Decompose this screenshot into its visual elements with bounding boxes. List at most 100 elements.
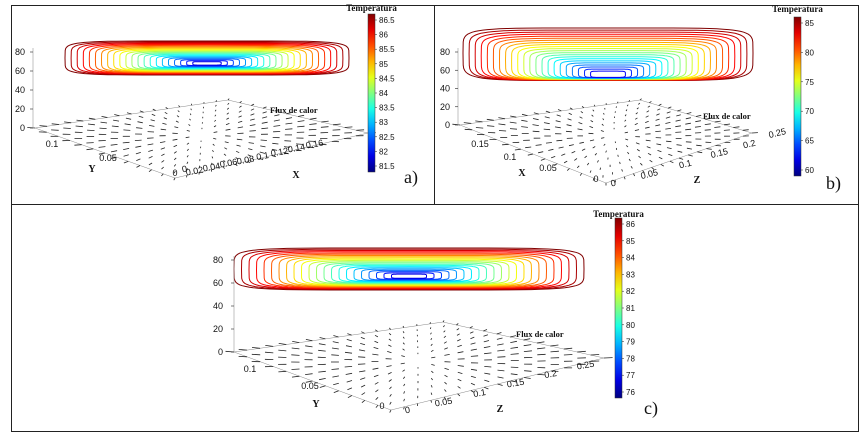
flux-arrow [285, 122, 293, 125]
colorbar-tick-label: 78 [626, 354, 635, 363]
flux-arrow [556, 139, 563, 142]
flux-arrow [173, 151, 177, 154]
flux-arrow [259, 151, 265, 154]
flux-arrow [400, 362, 405, 365]
flux-arrow [566, 168, 570, 171]
contour-line [541, 54, 675, 80]
flux-arrow [510, 340, 517, 343]
flux-arrow [125, 117, 132, 120]
flux-arrow [544, 116, 550, 119]
flux-arrow [185, 136, 190, 139]
flux-arrow [305, 373, 313, 375]
flux-arrow [617, 101, 619, 104]
flux-arrow [430, 392, 433, 396]
panel-c-frame [11, 204, 859, 432]
contour-line [360, 268, 458, 281]
flux-arrow [509, 121, 517, 124]
flux-arrow [274, 109, 280, 112]
contour-line [517, 46, 699, 80]
flux-arrow [537, 347, 546, 350]
flux-arrow [305, 339, 313, 342]
flux-arrow [430, 337, 433, 341]
flux-arrow [706, 148, 712, 150]
colorbar-tick-label: 84.5 [379, 74, 395, 83]
flux-arrow [173, 144, 178, 148]
flux-arrow [213, 131, 218, 133]
flux-arrow [685, 122, 691, 125]
flux-arrow [444, 354, 450, 356]
flux-arrow [190, 108, 192, 111]
flux-arrow [259, 157, 264, 161]
flux-arrow [645, 120, 649, 123]
contour-line [131, 51, 283, 71]
flux-arrow [98, 146, 106, 148]
flux-arrow [161, 166, 164, 170]
flux-arrow [657, 108, 661, 111]
flux-arrow [497, 343, 504, 346]
flux-arrow [375, 389, 379, 393]
flux-arrow [589, 170, 592, 173]
flux-arrow [309, 117, 317, 120]
z-tick-label: 20 [15, 104, 25, 114]
flux-arrow [264, 351, 274, 354]
flux-arrow [98, 152, 106, 155]
flux-arrow [286, 112, 292, 115]
flux-arrow [627, 151, 630, 155]
flux-arrow [470, 375, 476, 378]
flux-arrow [101, 116, 108, 118]
flux-arrow [224, 141, 229, 144]
flux-arrow [563, 347, 573, 350]
panel-label: a) [404, 167, 418, 188]
contour-line [64, 40, 350, 76]
flux-arrow [235, 157, 239, 160]
flux-arrow [523, 350, 532, 352]
flux-arrow [361, 331, 365, 334]
flux-arrow [333, 382, 339, 386]
flux-arrow [452, 123, 461, 126]
flux-arrow [285, 117, 293, 120]
flux-arrow [581, 106, 585, 109]
flux-arrow [444, 381, 447, 385]
flux-arrow [601, 137, 605, 139]
flux-arrow [373, 347, 379, 350]
flux-arrow [389, 394, 392, 397]
flux-arrow [173, 170, 176, 174]
flux-arrow [545, 110, 551, 113]
contour-line [368, 269, 450, 281]
flux-arrow [563, 160, 568, 164]
flux-arrow [358, 356, 366, 358]
flux-arrow [361, 392, 366, 396]
flux-arrow [261, 127, 269, 130]
flux-arrow [456, 328, 460, 331]
flux-arrow [658, 103, 662, 106]
flux-arrow [186, 161, 189, 164]
flux-arrow [212, 149, 214, 153]
contour-line [149, 54, 265, 69]
flux-arrow [742, 129, 749, 131]
flux-arrow [687, 154, 693, 157]
flux-arrow [656, 113, 660, 116]
flux-arrow [88, 117, 96, 120]
flux-arrow [295, 149, 302, 152]
flux-arrow [484, 386, 489, 390]
flux-arrow [550, 350, 559, 353]
flux-arrow [374, 381, 379, 385]
flux-arrow [628, 99, 631, 102]
flux-arrow [283, 146, 290, 148]
flux-arrow [148, 162, 153, 166]
flux-arrow [521, 126, 528, 128]
flux-arrow [430, 400, 432, 403]
contour-line [338, 264, 480, 283]
colorbar-tick-label: 81.5 [379, 162, 395, 171]
flux-arrow [173, 177, 176, 181]
flux-arrow [475, 127, 484, 129]
flux-arrow [372, 367, 379, 370]
flux-arrow [568, 112, 572, 115]
flux-arrow [297, 114, 305, 117]
flux-arrow [163, 117, 168, 120]
flux-arrow [484, 372, 491, 375]
panel-c: 80 60 40 20 0 0.1 0.05 0 Y 0 0.05 0.1 0.15 0.2 0.25 Z Fl… [213, 209, 658, 419]
flux-arrow [444, 347, 448, 350]
flux-arrow [249, 124, 256, 126]
flux-arrow [249, 118, 255, 121]
